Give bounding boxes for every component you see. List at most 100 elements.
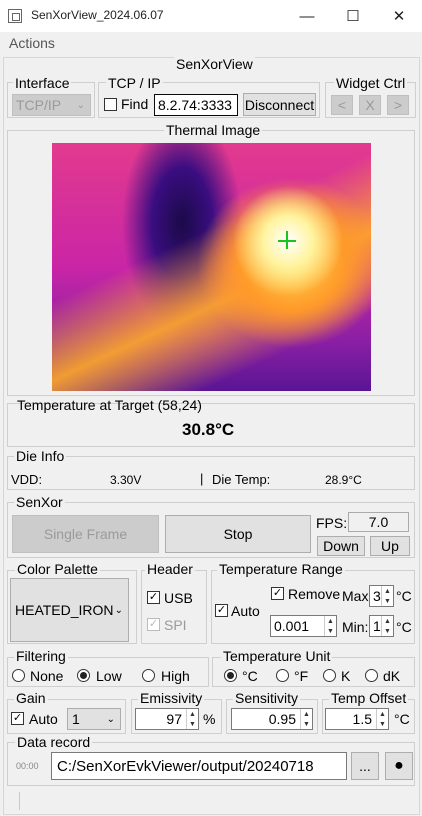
temp-offset-spinbox[interactable]: 1.5 ▲ ▼ — [325, 708, 389, 730]
address-input[interactable]: 8.2.74:3333 — [154, 94, 238, 116]
thermal-image[interactable] — [52, 143, 371, 391]
die-info-group — [7, 456, 415, 490]
minimize-icon[interactable]: — — [299, 7, 315, 25]
chevron-down-icon: ⌄ — [114, 604, 123, 616]
filter-none-radio[interactable] — [12, 669, 25, 682]
senxor-title: SenXor — [14, 494, 65, 510]
spin-arrows-icon[interactable]: ▲ ▼ — [381, 586, 393, 606]
spin-arrows-icon[interactable]: ▲ ▼ — [186, 709, 198, 729]
remove-label: Remove — [288, 586, 341, 602]
palette-select[interactable]: HEATED_IRON ⌄ — [10, 578, 129, 642]
spin-arrows-icon[interactable]: ▲ ▼ — [300, 709, 312, 729]
usb-label: USB — [164, 590, 193, 606]
gain-group — [7, 699, 126, 734]
find-checkbox[interactable] — [104, 98, 117, 111]
spin-arrows-icon[interactable]: ▲ ▼ — [381, 616, 393, 636]
app-icon — [8, 9, 22, 23]
stop-button[interactable]: Stop — [165, 515, 311, 553]
target-crosshair-vertical — [286, 231, 288, 249]
temp-offset-title: Temp Offset — [329, 690, 409, 706]
temp-range-title: Temperature Range — [217, 561, 345, 577]
gain-auto-label: Auto — [29, 711, 58, 727]
spin-arrows-icon[interactable]: ▲ ▼ — [376, 709, 388, 729]
tcp-title: TCP / IP — [106, 75, 163, 91]
emissivity-title: Emissivity — [138, 690, 205, 706]
widget-ctrl-title: Widget Ctrl — [334, 75, 408, 91]
record-button[interactable]: ● — [385, 752, 413, 780]
filter-none-label: None — [30, 668, 64, 684]
interface-select[interactable]: TCP/IP ⌄ — [12, 94, 91, 116]
filter-high-radio[interactable] — [142, 669, 155, 682]
max-value: 3 — [373, 588, 381, 604]
step-spinbox[interactable]: 0.001 ▲ ▼ — [270, 615, 337, 637]
tcp-group — [98, 82, 320, 118]
sensitivity-spinbox[interactable]: 0.95 ▲ ▼ — [231, 708, 313, 730]
vdd-label: VDD: — [11, 472, 43, 487]
maximize-icon[interactable]: ☐ — [346, 8, 360, 25]
min-spinbox[interactable]: 1 ▲ ▼ — [369, 615, 394, 637]
unit-k-label: K — [341, 668, 351, 684]
emissivity-unit: % — [203, 711, 216, 727]
menu-actions[interactable]: Actions — [9, 35, 55, 51]
prev-button[interactable]: < — [331, 95, 353, 115]
temp-offset-unit: °C — [394, 711, 410, 727]
unit-c-label: °C — [242, 668, 258, 684]
unit-k-radio[interactable] — [323, 669, 336, 682]
gain-select[interactable]: 1 ⌄ — [67, 708, 121, 730]
die-info-title: Die Info — [14, 448, 67, 464]
target-label: Temperature at Target (58,24) — [17, 397, 202, 413]
min-unit: °C — [396, 619, 412, 635]
record-timer: 00:00 — [16, 761, 39, 771]
gain-value: 1 — [72, 711, 80, 727]
title-bar: SenXorView_2024.06.07 — ☐ ✕ — [0, 0, 422, 32]
filter-low-radio[interactable] — [77, 669, 90, 682]
emissivity-spinbox[interactable]: 97 ▲ ▼ — [135, 708, 199, 730]
status-bar — [3, 790, 420, 812]
status-divider — [19, 792, 20, 810]
menu-bar: Actions — [0, 32, 422, 54]
remove-checkbox[interactable]: ✓ — [271, 587, 284, 600]
palette-value: HEATED_IRON — [15, 602, 114, 618]
output-path-input[interactable]: C:/SenXorEvkViewer/output/20240718 — [51, 752, 347, 780]
die-temp-label: Die Temp: — [212, 472, 271, 487]
vdd-value: 3.30V — [110, 473, 142, 487]
sensitivity-title: Sensitivity — [233, 690, 301, 706]
chevron-down-icon: ⌄ — [76, 99, 85, 111]
target-temperature: 30.8°C — [182, 420, 235, 439]
max-spinbox[interactable]: 3 ▲ ▼ — [369, 585, 394, 607]
filter-high-label: High — [161, 668, 190, 684]
next-button[interactable]: > — [387, 95, 409, 115]
gain-auto-checkbox[interactable]: ✓ — [11, 712, 24, 725]
max-unit: °C — [396, 588, 412, 604]
max-label: Max — [342, 588, 369, 604]
find-label: Find — [121, 96, 149, 112]
spin-arrows-icon[interactable]: ▲ ▼ — [324, 616, 336, 636]
usb-checkbox[interactable]: ✓ — [147, 591, 160, 604]
filtering-group — [7, 657, 209, 687]
min-value: 1 — [373, 618, 381, 634]
unit-c-radio[interactable] — [224, 669, 237, 682]
browse-button[interactable]: ... — [351, 752, 379, 780]
filtering-title: Filtering — [14, 648, 68, 664]
single-frame-button[interactable]: Single Frame — [12, 515, 159, 553]
window-title: SenXorView_2024.06.07 — [31, 8, 164, 22]
spi-checkbox[interactable]: ✓ — [147, 618, 160, 631]
chevron-down-icon: ⌄ — [106, 713, 115, 725]
disconnect-button[interactable]: Disconnect — [243, 93, 316, 116]
unit-dk-radio[interactable] — [365, 669, 378, 682]
unit-dk-label: dK — [383, 668, 401, 684]
temp-offset-value: 1.5 — [352, 711, 372, 727]
min-label: Min: — [342, 619, 369, 635]
unit-f-radio[interactable] — [276, 669, 289, 682]
widget-close-button[interactable]: X — [359, 95, 381, 115]
sensitivity-value: 0.95 — [268, 711, 296, 727]
address-value: 8.2.74:3333 — [158, 97, 232, 113]
fps-down-button[interactable]: Down — [317, 536, 365, 556]
emissivity-value: 97 — [166, 711, 182, 727]
close-icon[interactable]: ✕ — [392, 8, 406, 25]
fps-up-button[interactable]: Up — [370, 536, 410, 556]
auto-range-checkbox[interactable]: ✓ — [215, 604, 228, 617]
gain-title: Gain — [14, 690, 48, 706]
auto-range-label: Auto — [231, 603, 260, 619]
data-record-title: Data record — [15, 734, 93, 750]
